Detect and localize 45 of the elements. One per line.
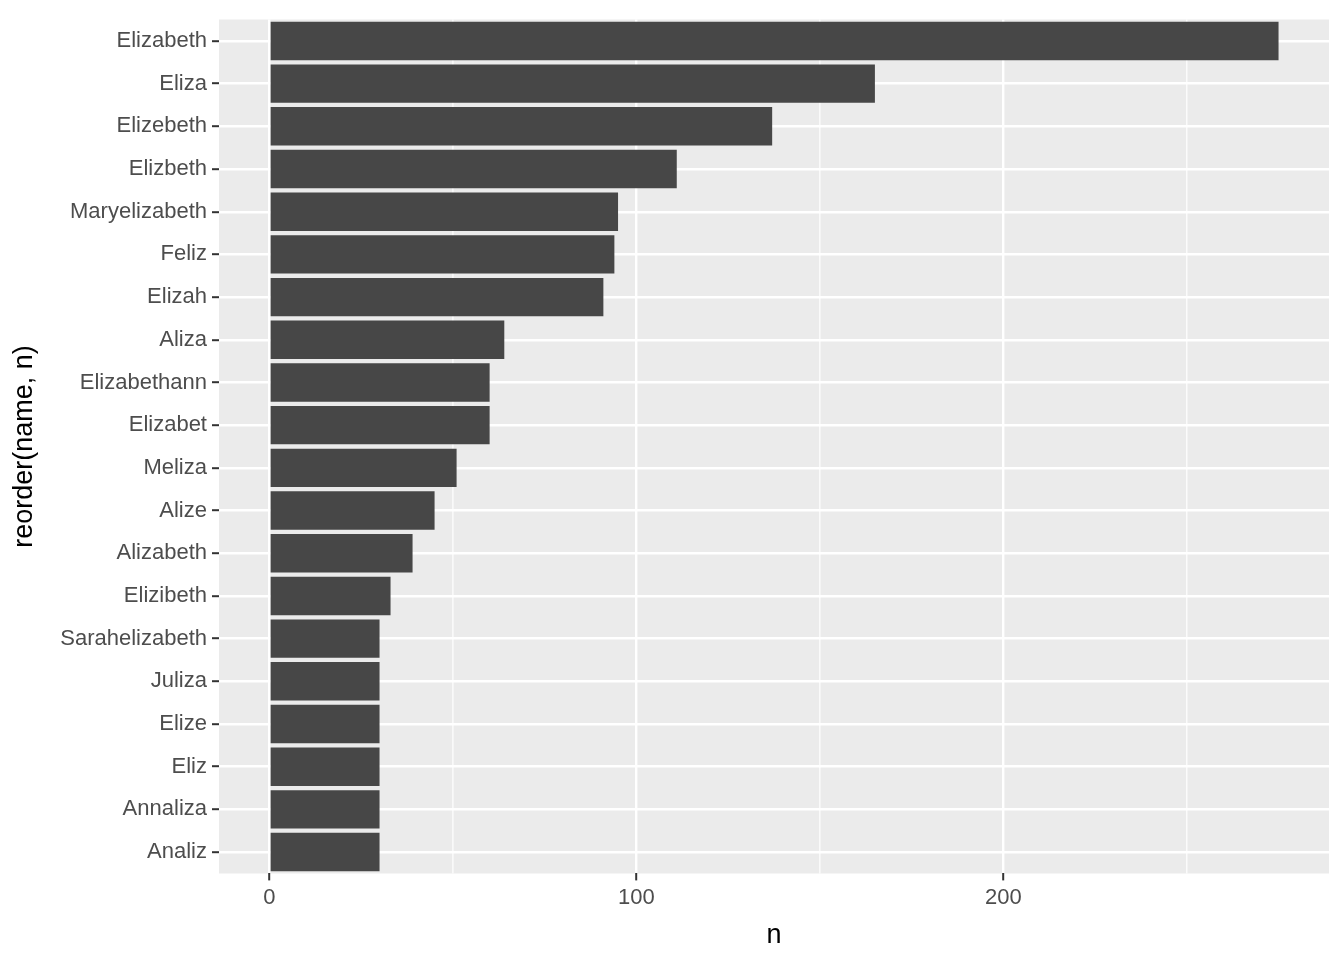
y-tick-label: Meliza xyxy=(143,453,208,479)
bar xyxy=(270,491,435,530)
bar xyxy=(270,235,615,274)
y-tick-label: Eliza xyxy=(159,69,208,95)
y-tick-label: Elizbeth xyxy=(128,155,207,181)
bar xyxy=(270,149,677,189)
bar xyxy=(270,832,380,872)
bar xyxy=(270,363,490,402)
x-tick-label: 0 xyxy=(263,883,276,909)
y-tick-label: Elize xyxy=(159,710,207,736)
bar xyxy=(270,64,875,103)
y-tick-label: Alize xyxy=(159,496,207,522)
bar xyxy=(270,320,505,359)
y-tick-label: Elizah xyxy=(147,283,207,309)
y-tick-label: Elizabet xyxy=(128,411,207,437)
y-tick-label: Eliz xyxy=(171,752,207,778)
y-tick-label: Aliza xyxy=(159,325,208,351)
x-tick-label: 200 xyxy=(984,883,1022,909)
y-tick-label: Alizabeth xyxy=(116,539,207,565)
bar xyxy=(270,619,380,658)
x-axis-title: n xyxy=(766,919,782,950)
y-tick-label: Elizabeth xyxy=(116,27,207,53)
bar xyxy=(270,747,380,786)
bar xyxy=(270,790,380,829)
bar xyxy=(270,21,1279,61)
y-tick-label: Annaliza xyxy=(122,795,208,821)
bar xyxy=(270,534,413,573)
y-axis-title: reorder(name, n) xyxy=(7,345,38,548)
y-tick-label: Sarahelizabeth xyxy=(60,624,207,650)
y-tick-label: Juliza xyxy=(150,667,208,693)
y-tick-label: Analiz xyxy=(147,838,207,864)
bar xyxy=(270,405,490,445)
y-tick-label: Elizabethann xyxy=(79,368,207,394)
bar xyxy=(270,704,380,744)
bar xyxy=(270,448,457,488)
y-tick-label: Elizebeth xyxy=(116,112,207,138)
y-tick-label: Maryelizabeth xyxy=(70,197,207,223)
x-tick-label: 100 xyxy=(618,883,655,909)
bar xyxy=(270,107,773,146)
bar xyxy=(270,576,391,616)
bar xyxy=(270,277,604,317)
y-tick-label: Elizibeth xyxy=(123,581,207,607)
bar xyxy=(270,662,380,701)
y-tick-label: Feliz xyxy=(160,240,207,266)
bar xyxy=(270,192,619,231)
